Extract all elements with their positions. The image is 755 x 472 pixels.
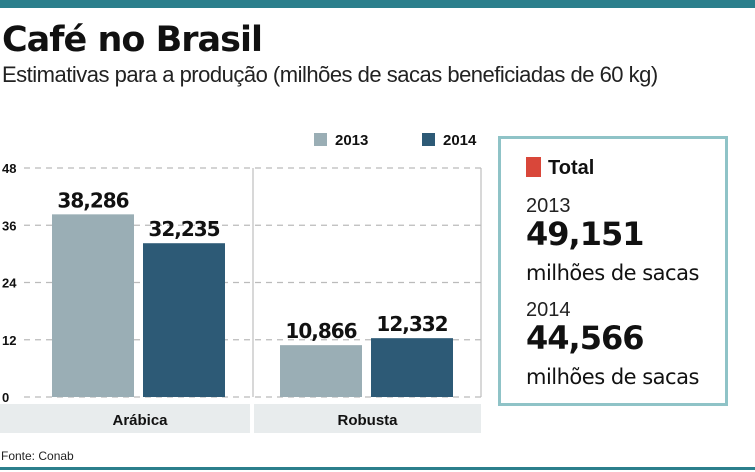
data-label: 38,286 [57, 188, 128, 212]
total-box: Total 2013 49,151 milhões de sacas 2014 … [498, 136, 728, 406]
total-year-2013: 2013 [526, 195, 571, 217]
page-title: Café no Brasil [2, 20, 263, 60]
total-value-2014: 44,566 [526, 319, 644, 357]
data-label: 32,235 [148, 217, 219, 241]
bar-robusta-2013 [280, 345, 362, 397]
y-tick-label: 0 [2, 390, 9, 405]
page-subtitle: Estimativas para a produção (milhões de … [2, 62, 658, 87]
y-tick-label: 48 [2, 161, 16, 176]
data-label: 12,332 [376, 312, 447, 336]
bar-arábica-2013 [52, 214, 134, 397]
total-unit-2014: milhões de sacas [526, 365, 699, 389]
total-unit-2013: milhões de sacas [526, 261, 699, 285]
category-band [0, 404, 250, 433]
total-title: Total [548, 157, 595, 179]
bar-arábica-2014 [143, 243, 225, 397]
data-label: 10,866 [285, 319, 356, 343]
total-header: Total [526, 157, 594, 180]
y-tick-label: 12 [2, 333, 16, 348]
source-note: Fonte: Conab [1, 449, 74, 463]
legend-label-2013: 2013 [335, 132, 368, 149]
legend-label-2014: 2014 [443, 132, 477, 149]
total-year-2014: 2014 [526, 299, 571, 321]
category-band [254, 404, 481, 433]
red-square-icon [526, 157, 541, 177]
legend-swatch-2013 [314, 133, 327, 146]
top-accent-bar [0, 0, 755, 8]
x-category-label: Robusta [338, 412, 399, 429]
y-tick-label: 36 [2, 218, 16, 233]
x-category-label: Arábica [112, 412, 168, 429]
total-value-2013: 49,151 [526, 215, 644, 253]
bar-chart: 0 12 24 36 48 2013 2014 38,286 32,235 Arábica 10,8… [0, 132, 482, 433]
bottom-accent-bar [0, 467, 755, 470]
bar-robusta-2014 [371, 338, 453, 397]
legend-swatch-2014 [422, 133, 435, 146]
y-tick-label: 24 [2, 276, 17, 291]
